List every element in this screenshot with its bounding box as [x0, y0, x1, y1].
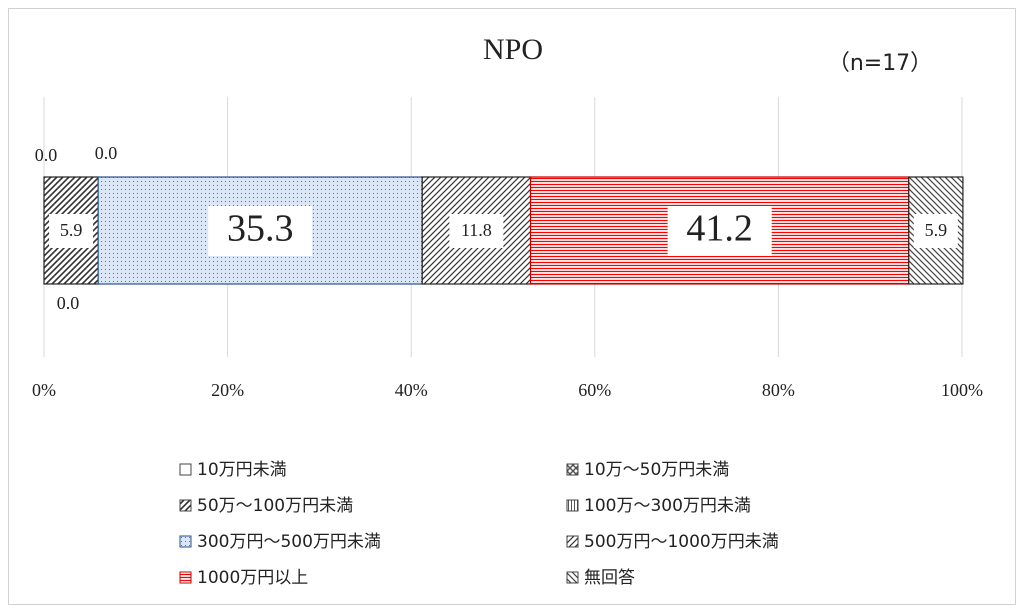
data-label-box	[913, 214, 958, 248]
legend-swatch	[566, 463, 579, 476]
data-label: 0.0	[35, 145, 58, 165]
data-label-box	[208, 206, 313, 256]
x-tick-label: 40%	[395, 380, 428, 400]
legend-swatch	[566, 499, 579, 512]
legend-label: 1000万円以上	[197, 568, 308, 588]
legend-swatch	[566, 571, 579, 584]
x-tick-label: 80%	[762, 380, 795, 400]
data-label: 35.3	[227, 208, 294, 250]
legend-label: 300万円～500万円未満	[197, 532, 381, 552]
legend-label: 無回答	[584, 568, 635, 588]
x-tick-label: 0%	[32, 380, 56, 400]
data-label-box	[49, 214, 94, 248]
legend-swatch	[179, 499, 192, 512]
legend-label: 500万円～1000万円未満	[584, 532, 779, 552]
legend-swatch	[179, 463, 192, 476]
data-label: 11.8	[461, 220, 492, 240]
legend-label: 10万～50万円未満	[584, 460, 729, 480]
chart-frame	[8, 8, 1016, 605]
chart-title: NPO	[483, 33, 543, 66]
legend-swatch	[566, 535, 579, 548]
data-label-box	[449, 214, 504, 248]
legend-label: 100万～300万円未満	[584, 496, 751, 516]
x-tick-label: 100%	[941, 380, 983, 400]
x-tick-label: 20%	[211, 380, 244, 400]
annotation: （n=17）	[828, 51, 932, 76]
data-label: 0.0	[95, 143, 118, 163]
data-label: 5.9	[60, 220, 83, 240]
legend-label: 10万円未満	[197, 460, 287, 480]
data-label: 0.0	[57, 293, 80, 313]
x-tick-label: 60%	[578, 380, 611, 400]
legend-swatch	[179, 571, 192, 584]
data-label-box	[667, 206, 772, 256]
data-label: 41.2	[686, 208, 753, 250]
data-label: 5.9	[925, 220, 948, 240]
legend-label: 50万～100万円未満	[197, 496, 353, 516]
legend-swatch	[179, 535, 192, 548]
